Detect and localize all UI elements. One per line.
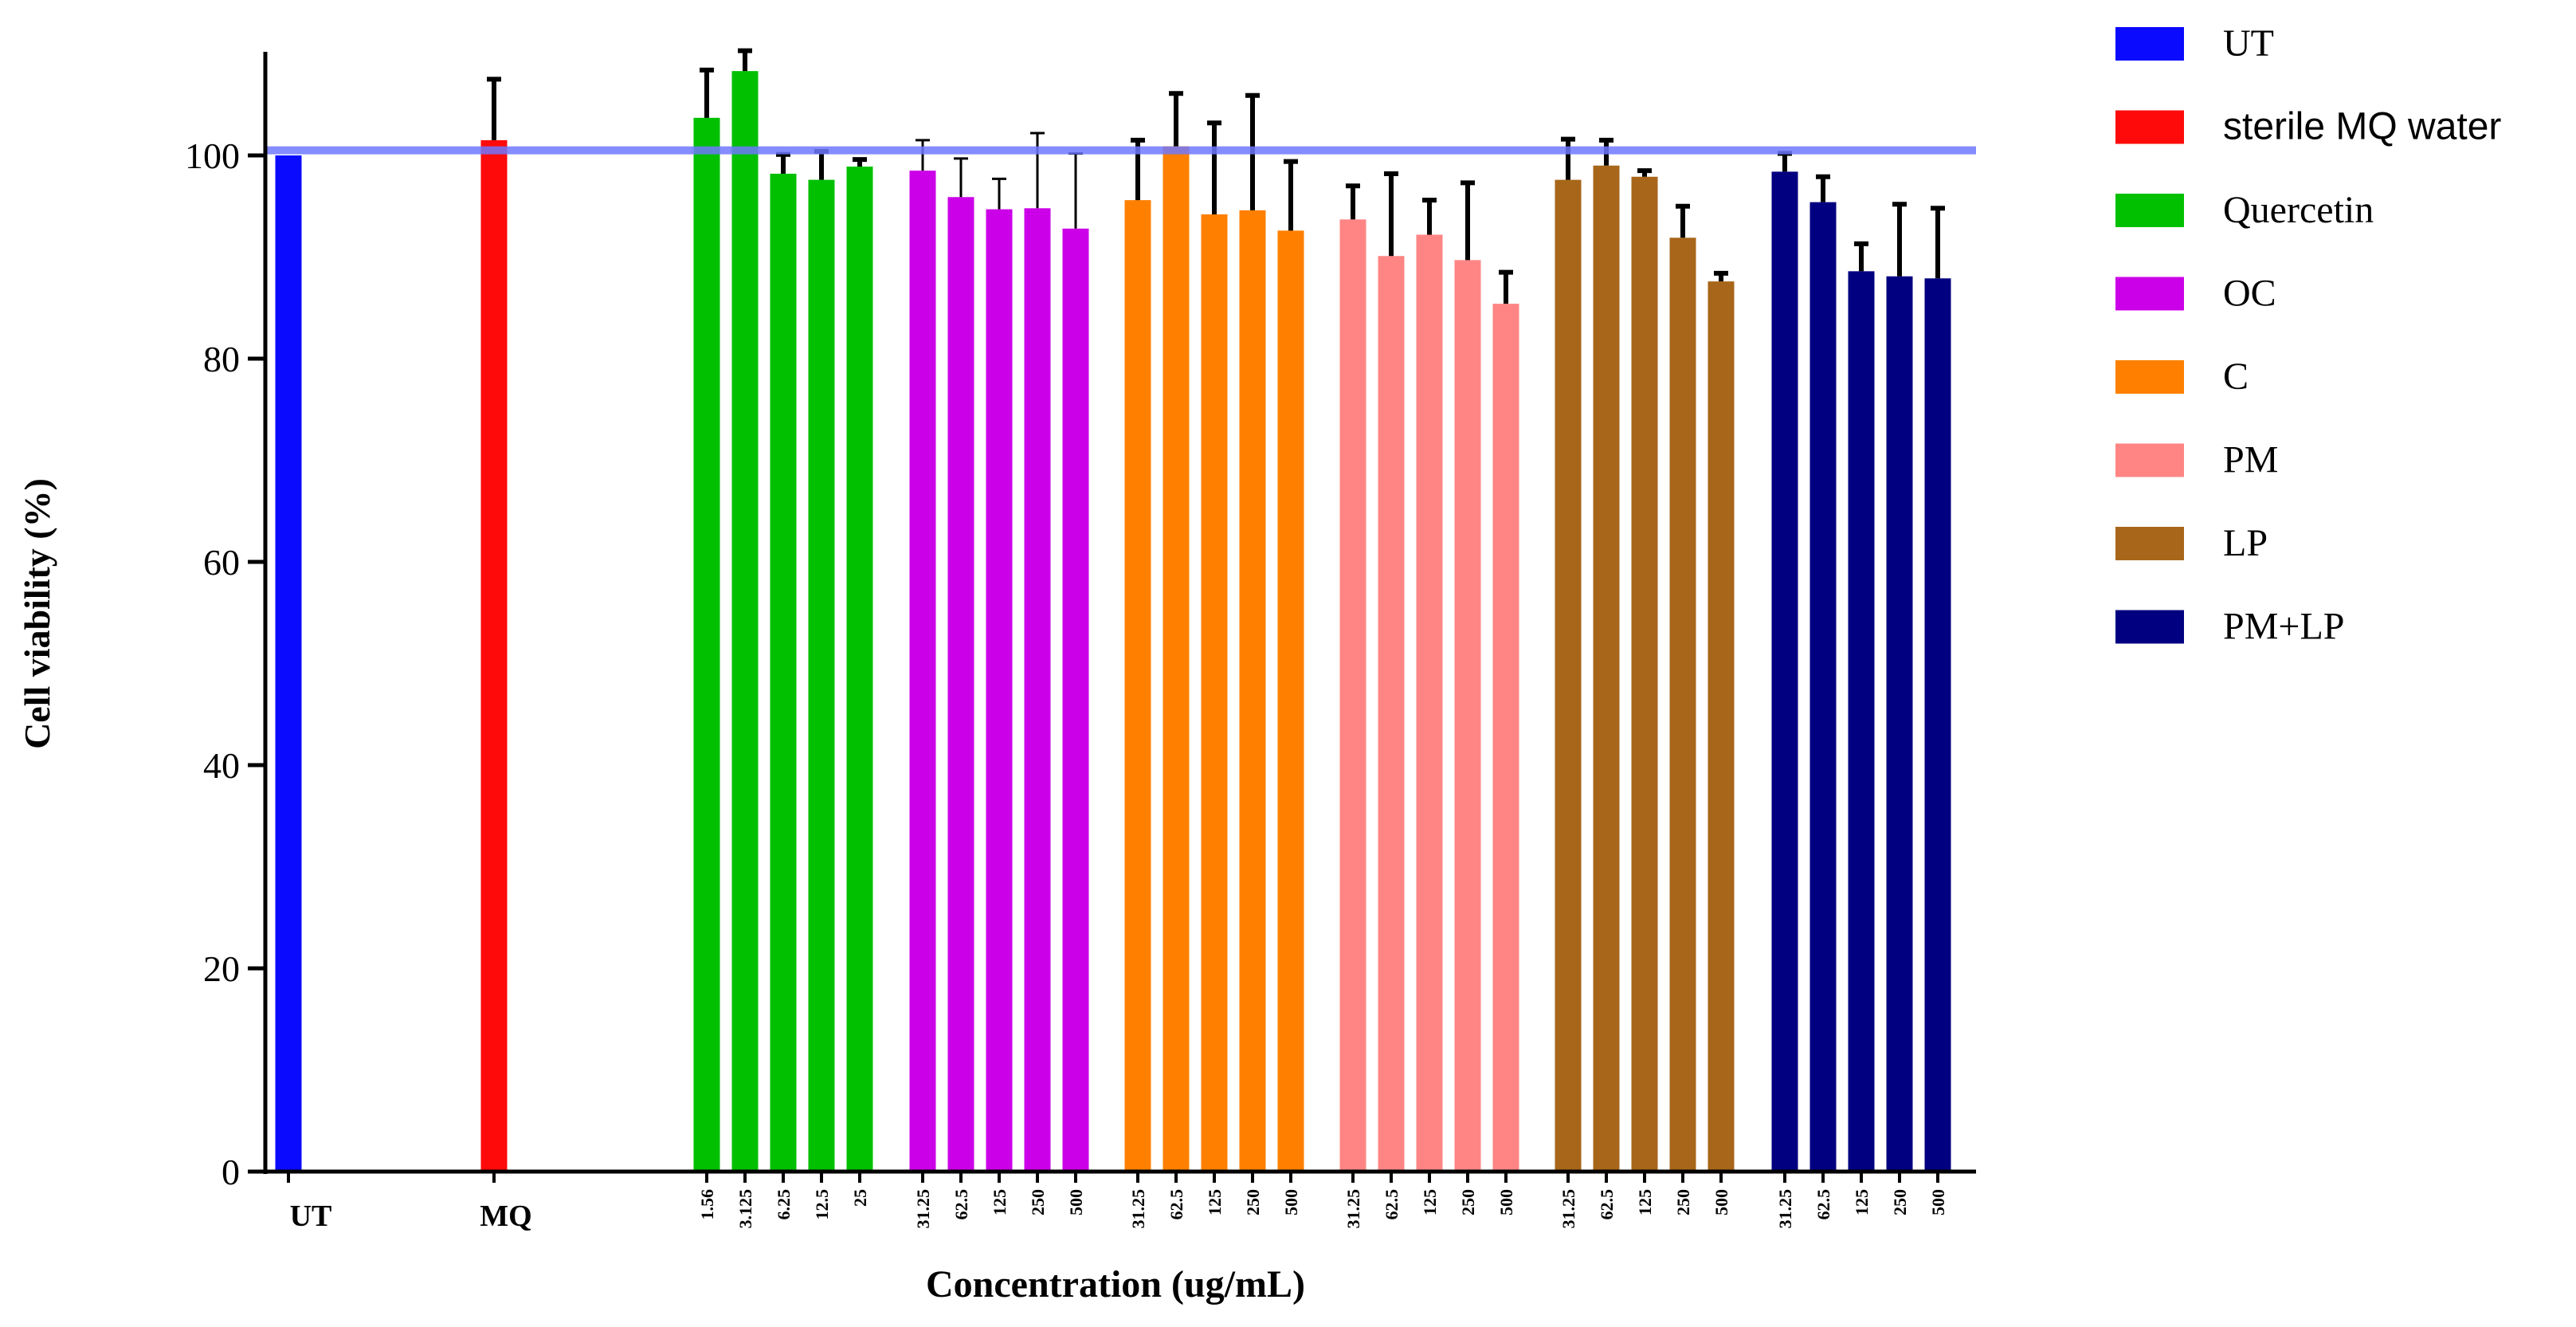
y-tick-label: 0 xyxy=(222,1152,240,1192)
x-tick-label: 125 xyxy=(1852,1189,1872,1215)
x-tick-label: 25 xyxy=(850,1189,870,1207)
x-tick-label: 62.5 xyxy=(1382,1189,1402,1220)
x-tick-label: 12.5 xyxy=(812,1189,832,1220)
bar-quercetin-25 xyxy=(846,167,873,1172)
bar-pm-lp-500 xyxy=(1924,278,1951,1172)
legend-swatch-pm xyxy=(2115,443,2184,477)
axes xyxy=(248,52,1976,1183)
bar-c-62.5 xyxy=(1163,146,1190,1172)
x-tick-label: 125 xyxy=(1635,1189,1655,1215)
x-tick-label: 250 xyxy=(1028,1189,1048,1215)
y-axis-title: Cell viability (%) xyxy=(17,478,57,749)
x-tick-label: 500 xyxy=(1281,1189,1301,1215)
bar-quercetin-3.125 xyxy=(731,71,759,1172)
bar-quercetin-1.56 xyxy=(693,117,720,1172)
x-tick-label: 125 xyxy=(1420,1189,1440,1215)
y-tick-label: 60 xyxy=(203,542,240,583)
bar-lp-31.25 xyxy=(1555,179,1582,1172)
bar-pm-lp-250 xyxy=(1886,276,1913,1172)
x-tick-label: 500 xyxy=(1066,1189,1086,1215)
x-tick-label: 6.25 xyxy=(774,1189,794,1220)
x-tick-label: 500 xyxy=(1928,1189,1948,1215)
x-tick-label: 31.25 xyxy=(1559,1189,1578,1229)
legend-label-pm: PM xyxy=(2223,439,2278,481)
bar-pm-lp-125 xyxy=(1848,271,1875,1172)
bar-pm-62.5 xyxy=(1378,256,1405,1172)
bar-oc-125 xyxy=(986,209,1013,1172)
legend-swatch-c xyxy=(2115,360,2184,394)
group-label-ut: UT xyxy=(290,1199,332,1233)
legend-label-quercetin: Quercetin xyxy=(2223,189,2374,231)
legend-label-pm-lp: PM+LP xyxy=(2223,606,2344,648)
x-tick-label: 1.56 xyxy=(697,1189,717,1220)
bar-lp-125 xyxy=(1631,176,1658,1172)
x-tick-label: 31.25 xyxy=(1128,1189,1148,1229)
x-tick-label: 125 xyxy=(990,1189,1010,1215)
x-tick-label: 62.5 xyxy=(1597,1189,1617,1220)
x-tick-label: 31.25 xyxy=(913,1189,933,1229)
bar-quercetin-12.5 xyxy=(808,179,835,1172)
x-axis-title: Concentration (ug/mL) xyxy=(926,1263,1305,1305)
bar-pm-lp-62.5 xyxy=(1809,202,1837,1172)
legend-label-oc: OC xyxy=(2223,273,2276,315)
x-tick-label: 250 xyxy=(1243,1189,1263,1215)
legend-label-c: C xyxy=(2223,355,2249,398)
x-tick-label: 125 xyxy=(1205,1189,1225,1215)
bar-pm-31.25 xyxy=(1339,219,1366,1172)
legend-swatch-lp xyxy=(2115,527,2184,560)
bar-oc-500 xyxy=(1062,228,1089,1172)
group-label-mq: MQ xyxy=(480,1199,531,1233)
bar-ut xyxy=(275,155,302,1172)
x-tick-label: 250 xyxy=(1458,1189,1478,1215)
y-tick-label: 100 xyxy=(185,135,240,176)
legend-swatch-ut xyxy=(2115,27,2184,61)
legend-swatch-pm-lp xyxy=(2115,610,2184,644)
x-tick-label: 31.25 xyxy=(1343,1189,1363,1229)
x-tick-label: 500 xyxy=(1496,1189,1516,1215)
x-tick-label: 250 xyxy=(1890,1189,1910,1215)
legend: UT sterile MQ water Quercetin OC C PM LP PM+LP xyxy=(2115,22,2501,648)
x-tick-label: 500 xyxy=(1711,1189,1731,1215)
bar-lp-500 xyxy=(1708,281,1735,1172)
legend-swatch-oc xyxy=(2115,277,2184,311)
bar-quercetin-6.25 xyxy=(770,173,797,1172)
x-tick-label: 31.25 xyxy=(1775,1189,1795,1229)
legend-swatch-quercetin xyxy=(2115,194,2184,227)
x-tick-label: 62.5 xyxy=(1813,1189,1833,1220)
bar-oc-31.25 xyxy=(909,171,936,1172)
bar-lp-250 xyxy=(1669,238,1696,1172)
tick-labels: UT MQ 1.56 3.125 6.25 12.5 25 31.25 62.5 125 250 50… xyxy=(185,135,1948,1233)
bar-oc-250 xyxy=(1024,208,1051,1172)
legend-label-ut: UT xyxy=(2223,22,2274,65)
bar-pm-500 xyxy=(1492,304,1519,1172)
x-tick-label: 250 xyxy=(1673,1189,1693,1215)
x-tick-label: 3.125 xyxy=(735,1189,755,1229)
legend-swatch-mq xyxy=(2115,110,2184,144)
bar-pm-lp-31.25 xyxy=(1771,171,1798,1172)
x-tick-label: 62.5 xyxy=(1166,1189,1186,1220)
x-tick-label: 62.5 xyxy=(951,1189,971,1220)
y-tick-label: 80 xyxy=(203,339,240,379)
bar-c-250 xyxy=(1239,210,1266,1172)
bar-c-31.25 xyxy=(1124,200,1151,1172)
legend-label-lp: LP xyxy=(2223,522,2268,564)
y-tick-label: 20 xyxy=(203,948,240,989)
bars-layer xyxy=(275,71,1951,1172)
bar-c-500 xyxy=(1277,230,1304,1172)
bar-oc-62.5 xyxy=(947,197,974,1172)
y-tick-label: 40 xyxy=(203,745,240,786)
bar-mq xyxy=(480,139,508,1172)
bar-c-125 xyxy=(1201,214,1228,1172)
bar-pm-125 xyxy=(1416,234,1443,1172)
bar-pm-250 xyxy=(1454,260,1481,1172)
legend-label-mq: sterile MQ water xyxy=(2223,106,2501,148)
bar-lp-62.5 xyxy=(1593,165,1620,1172)
